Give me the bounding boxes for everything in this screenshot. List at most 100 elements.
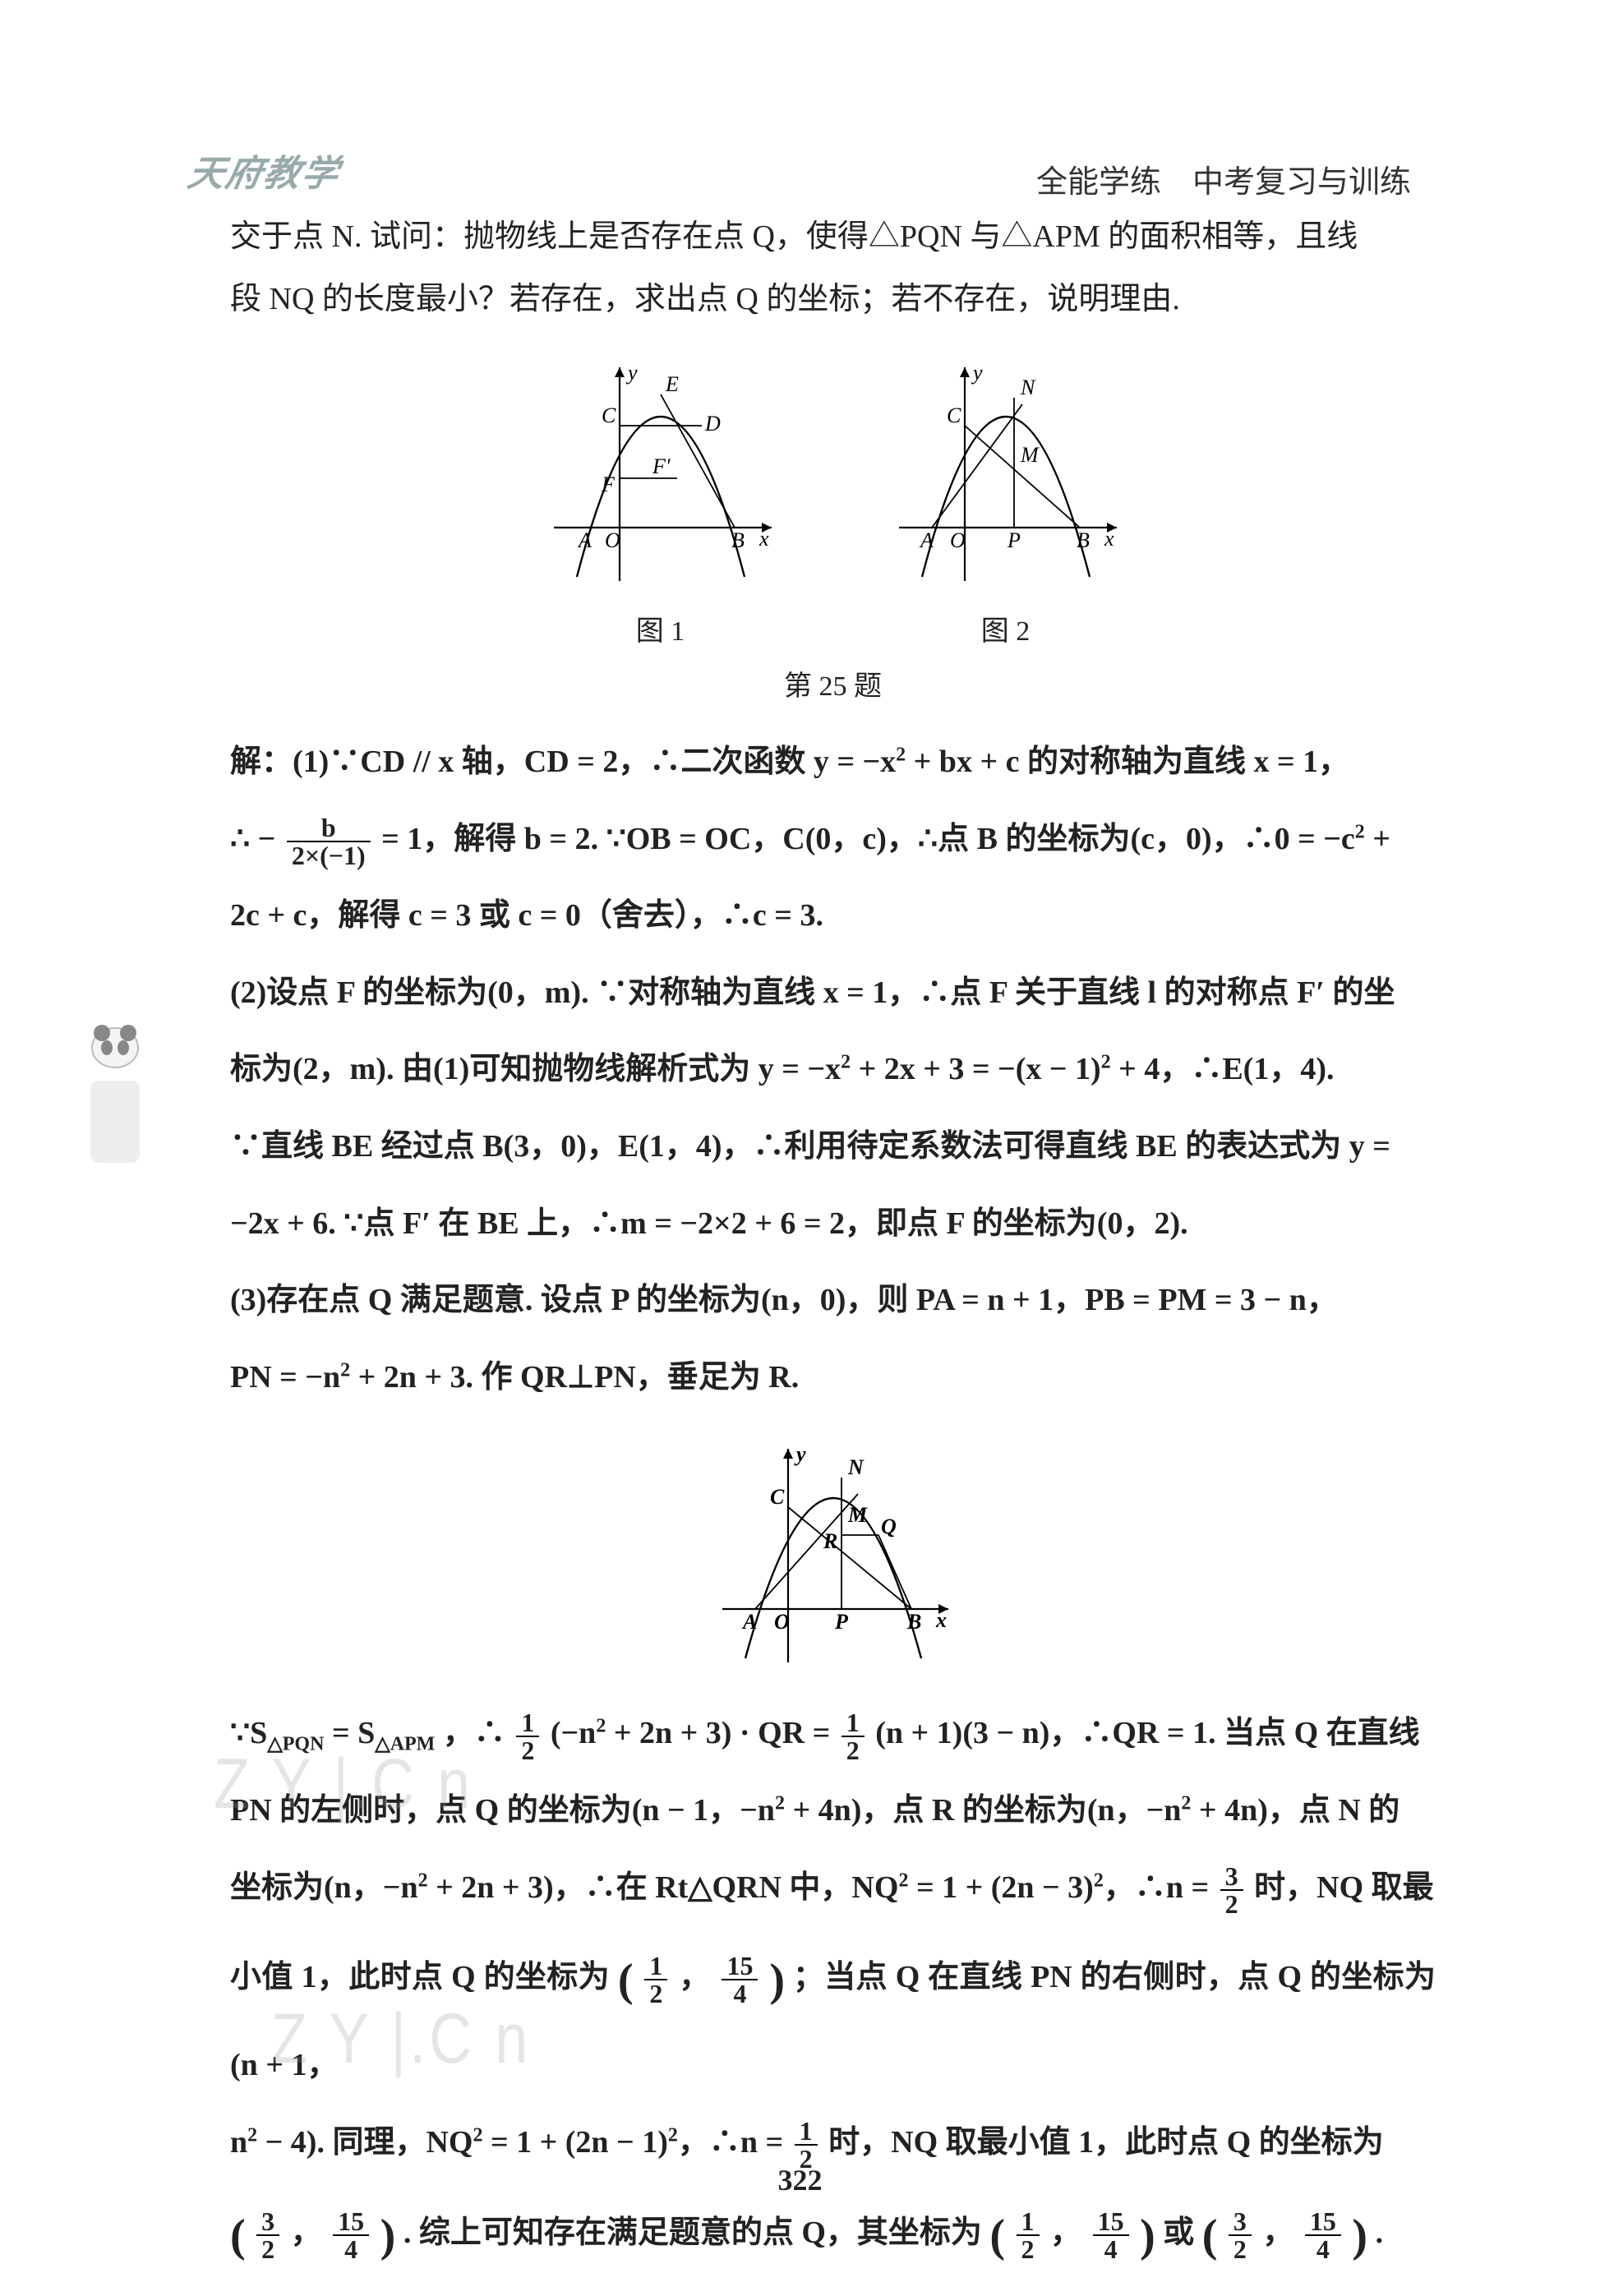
p4e3: = 1 + (2n − 1) <box>482 2125 667 2160</box>
f1d: 2 <box>516 1737 539 1763</box>
h2d: 4 <box>1305 2236 1341 2262</box>
sol-p2d: −2x + 6. ∵点 F′ 在 BE 上，∴m = −2×2 + 6 = 2，… <box>230 1190 1436 1259</box>
close1: ) <box>769 1955 785 2006</box>
ff1d: 2 <box>256 2236 279 2262</box>
sol-p2a: (2)设点 F 的坐标为(0，m). ∵对称轴为直线 x = 1，∴点 F 关于… <box>230 959 1436 1028</box>
p4e5: 时，NQ 取最小值 1，此时点 Q 的坐标为 <box>828 2125 1384 2160</box>
p4e1: n <box>230 2125 247 2160</box>
intro-line1: 交于点 N. 试问：抛物线上是否存在点 Q，使得△PQN 与△APM 的面积相等… <box>230 219 1358 254</box>
fig3-M: M <box>847 1503 868 1527</box>
d1d: 2 <box>644 1980 667 2007</box>
g1n: 1 <box>1017 2208 1040 2236</box>
fig3-N: N <box>847 1455 865 1479</box>
fig1-y: y <box>625 361 638 385</box>
fig2-M: M <box>1020 443 1040 467</box>
p4c4: ，∴n = <box>1104 1870 1217 1905</box>
p4fpost: . 综上可知存在满足题意的点 Q，其坐标为 <box>403 2215 982 2250</box>
frac-half2: 12 <box>841 1709 865 1763</box>
p2b1: 标为(2，m). 由(1)可知抛物线解析式为 y = −x <box>230 1052 841 1086</box>
close4: ) <box>1352 2211 1367 2261</box>
p4c2: + 2n + 3)，∴在 Rt△QRN 中，NQ <box>428 1870 899 1905</box>
fig2-caption: 图 2 <box>981 608 1031 648</box>
p4c1: 坐标为(n，−n <box>230 1870 418 1905</box>
p2b2: + 2x + 3 = −(x − 1) <box>851 1052 1101 1086</box>
p4asub2: △APM <box>375 1734 435 1755</box>
g2n: 15 <box>1093 2208 1129 2236</box>
sol-p4f: ( 32 ， 154 ) . 综上可知存在满足题意的点 Q，其坐标为 ( 12 … <box>230 2186 1436 2287</box>
fig1-B: B <box>731 528 745 552</box>
figure-2-block: y x C N M A O P B 图 2 <box>883 355 1129 648</box>
logo: 天府教学 <box>184 144 344 196</box>
frac-d1: 12 <box>644 1953 667 2007</box>
p4apost: ，∴ <box>435 1716 505 1750</box>
figure-1-svg: y x C E D F F′ A O B <box>537 355 784 593</box>
open2: ( <box>230 2211 246 2261</box>
fig2-B: B <box>1077 528 1090 552</box>
frac-b-num: b <box>287 814 371 842</box>
figure-2-svg: y x C N M A O P B <box>883 355 1129 593</box>
frac-b: b 2×(−1) <box>287 814 371 869</box>
f2n: 1 <box>841 1709 865 1737</box>
frac-h1: 32 <box>1229 2208 1252 2262</box>
fig1-caption: 图 1 <box>636 608 685 648</box>
frac-f1: 32 <box>256 2208 279 2262</box>
g1d: 2 <box>1017 2236 1040 2262</box>
frac-d2: 154 <box>722 1953 758 2007</box>
p4ap3: + 2n + 3) · QR = <box>606 1716 837 1750</box>
sol-p2b: 标为(2，m). 由(1)可知抛物线解析式为 y = −x2 + 2x + 3 … <box>230 1035 1436 1104</box>
p3b2: + 2n + 3. 作 QR⊥PN，垂足为 R. <box>350 1360 799 1395</box>
sol-p2c: ∵直线 BE 经过点 B(3，0)，E(1，4)，∴利用待定系数法可得直线 BE… <box>230 1113 1436 1182</box>
open4: ( <box>1202 2211 1218 2261</box>
fig2-x: x <box>1104 527 1114 551</box>
p1a: 解：(1)∵CD // x 轴，CD = 2，∴二次函数 y = −x <box>230 745 896 779</box>
fig2-C: C <box>947 403 961 427</box>
comma2: ， <box>291 2215 322 2250</box>
close3: ) <box>1140 2211 1155 2261</box>
figure-main-caption: 第 25 题 <box>230 663 1436 703</box>
comma3: ， <box>1050 2215 1081 2250</box>
page: 天府教学 全能学练 中考复习与训练 交于点 N. 试问：抛物线上是否存在点 Q，… <box>0 0 1600 2296</box>
p1bpost: = 1，解得 b = 2. ∵OB = OC，C(0，c)，∴点 B 的坐标为(… <box>381 822 1355 856</box>
solution: 解：(1)∵CD // x 轴，CD = 2，∴二次函数 y = −x2 + b… <box>230 728 1436 2287</box>
sol-p4c: 坐标为(n，−n2 + 2n + 3)，∴在 Rt△QRN 中，NQ2 = 1 … <box>230 1854 1436 1923</box>
d2d: 4 <box>722 1980 758 2007</box>
open3: ( <box>989 2211 1005 2261</box>
fig1-D: D <box>704 412 721 436</box>
f1n: 1 <box>516 1709 539 1737</box>
f4n: 1 <box>795 2118 818 2146</box>
fig2-A: A <box>919 528 934 552</box>
fig3-A: A <box>741 1610 757 1634</box>
sol-p4b: PN 的左侧时，点 Q 的坐标为(n − 1，−n2 + 4n)，点 R 的坐标… <box>230 1777 1436 1846</box>
p4b3: + 4n)，点 N 的 <box>1191 1793 1399 1828</box>
p3b1: PN = −n <box>230 1360 340 1395</box>
p4c3: = 1 + (2n − 3) <box>908 1870 1093 1905</box>
h1d: 2 <box>1229 2236 1252 2262</box>
fig3-C: C <box>770 1485 785 1509</box>
comma4: ， <box>1262 2215 1293 2250</box>
ff2d: 4 <box>333 2236 369 2262</box>
sol-p4a: ∵S△PQN = S△APM ，∴ 12 (−n2 + 2n + 3) · QR… <box>230 1699 1436 1768</box>
fig3-x: x <box>935 1608 947 1632</box>
comma1: ， <box>679 1960 710 1994</box>
p4c5: 时，NQ 取最 <box>1254 1870 1434 1905</box>
fig3-Q: Q <box>881 1515 897 1538</box>
p4e2: − 4). 同理，NQ <box>257 2125 473 2160</box>
logo-text: 天府教学 <box>185 154 344 194</box>
frac-b-den: 2×(−1) <box>287 842 371 869</box>
p4b2: + 4n)，点 R 的坐标为(n，−n <box>785 1793 1181 1828</box>
h1n: 3 <box>1229 2208 1252 2236</box>
fig1-A: A <box>577 528 592 552</box>
fig1-F: F <box>601 473 616 496</box>
fig2-P: P <box>1007 528 1021 552</box>
fig2-N: N <box>1020 376 1036 399</box>
fig1-E: E <box>665 372 679 396</box>
d1n: 1 <box>644 1953 667 1980</box>
p4dpre: 小值 1，此时点 Q 的坐标为 <box>230 1960 610 1994</box>
sol-p3b: PN = −n2 + 2n + 3. 作 QR⊥PN，垂足为 R. <box>230 1344 1436 1413</box>
header-right: 全能学练 中考复习与训练 <box>1036 156 1411 201</box>
p4end: . <box>1376 2215 1384 2250</box>
fig1-C: C <box>602 403 616 427</box>
sol-p4d: 小值 1，此时点 Q 的坐标为 ( 12 ， 154 ) ；当点 Q 在直线 P… <box>230 1930 1436 2100</box>
sol-p1c: 2c + c，解得 c = 3 或 c = 0（舍去），∴c = 3. <box>230 882 1436 951</box>
fig3-P: P <box>834 1610 849 1634</box>
